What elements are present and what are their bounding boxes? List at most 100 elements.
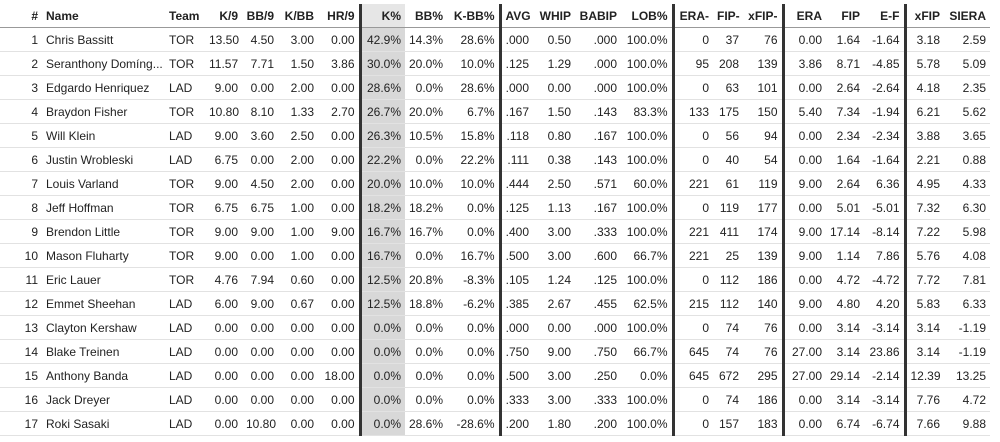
table-cell: 1.29 [533, 51, 575, 76]
table-cell: 0.0% [360, 411, 405, 436]
table-cell: .333 [575, 387, 621, 412]
column-header[interactable]: # [0, 4, 42, 28]
table-cell: 22.2% [447, 147, 502, 172]
table-cell: 10.5% [405, 123, 447, 148]
table-cell: 13.50 [205, 27, 242, 52]
column-header[interactable]: FIP [826, 4, 864, 28]
table-cell: 18.2% [405, 195, 447, 220]
column-header[interactable]: K/9 [205, 4, 242, 28]
table-cell: -1.19 [944, 315, 990, 340]
column-header[interactable]: WHIP [533, 4, 575, 28]
column-header[interactable]: xFIP- [743, 4, 785, 28]
table-cell: 5.01 [826, 195, 864, 220]
column-header[interactable]: xFIP [905, 4, 944, 28]
table-cell: 0.00 [318, 195, 362, 220]
table-cell: -8.3% [447, 267, 502, 292]
table-cell: 9.00 [242, 291, 278, 316]
column-header[interactable]: K% [360, 4, 405, 28]
table-cell: 76 [743, 27, 785, 52]
table-cell: 0.0% [447, 219, 502, 244]
table-cell: .125 [500, 195, 533, 220]
table-cell: 9.00 [205, 75, 242, 100]
table-cell: 4 [0, 99, 42, 124]
column-header[interactable]: ERA- [673, 4, 713, 28]
table-cell: 5.76 [905, 243, 944, 268]
table-row: 2 Seranthony Domíng... TOR 11.57 7.71 1.50 3.8… [0, 51, 990, 76]
table-cell: 28.6% [360, 75, 405, 100]
table-cell: .000 [500, 315, 533, 340]
table-cell: TOR [165, 243, 205, 268]
table-row: 14 Blake Treinen LAD 0.00 0.00 0.00 0.00 0.0% 0.… [0, 339, 990, 364]
table-cell: 3.18 [905, 27, 944, 52]
table-cell: 4.50 [242, 171, 278, 196]
table-cell: 27.00 [783, 363, 826, 388]
table-cell: 0.0% [405, 387, 447, 412]
column-header[interactable]: AVG [500, 4, 533, 28]
table-cell: 1.24 [533, 267, 575, 292]
table-cell: 12.39 [905, 363, 944, 388]
table-cell: 11.57 [205, 51, 242, 76]
table-cell: 4.95 [905, 171, 944, 196]
table-cell: Justin Wrobleski [42, 147, 165, 172]
table-cell: 4.50 [242, 27, 278, 52]
table-cell: 0.0% [360, 363, 405, 388]
table-cell: 5.98 [944, 219, 990, 244]
table-cell: 7.71 [242, 51, 278, 76]
column-header[interactable]: SIERA [944, 4, 990, 28]
table-cell: 5.40 [783, 99, 826, 124]
table-cell: 13.25 [944, 363, 990, 388]
table-cell: 12.5% [360, 267, 405, 292]
table-cell: .333 [500, 387, 533, 412]
table-cell: 17 [0, 411, 42, 436]
table-row: 13 Clayton Kershaw LAD 0.00 0.00 0.00 0.00 0.0%… [0, 315, 990, 340]
table-cell: 28.6% [447, 75, 502, 100]
table-cell: 2.21 [905, 147, 944, 172]
table-cell: -1.64 [864, 27, 907, 52]
table-cell: .167 [575, 195, 621, 220]
table-cell: 0.00 [278, 363, 318, 388]
table-cell: 100.0% [621, 219, 675, 244]
table-cell: .455 [575, 291, 621, 316]
column-header[interactable]: BB/9 [242, 4, 278, 28]
column-header[interactable]: HR/9 [318, 4, 362, 28]
table-cell: .143 [575, 99, 621, 124]
column-header[interactable]: FIP- [713, 4, 743, 28]
table-cell: 0.00 [783, 75, 826, 100]
table-cell: 14 [0, 339, 42, 364]
table-cell: 0 [673, 123, 713, 148]
table-cell: Brendon Little [42, 219, 165, 244]
table-cell: 645 [673, 363, 713, 388]
column-header[interactable]: K/BB [278, 4, 318, 28]
column-header[interactable]: BB% [405, 4, 447, 28]
table-cell: 28.6% [405, 411, 447, 436]
table-cell: 9.00 [205, 123, 242, 148]
table-cell: 10.0% [405, 171, 447, 196]
column-header[interactable]: Name [42, 4, 165, 28]
table-cell: 7.94 [242, 267, 278, 292]
table-cell: -28.6% [447, 411, 502, 436]
table-cell: 16.7% [360, 243, 405, 268]
table-cell: .500 [500, 243, 533, 268]
column-header[interactable]: ERA [783, 4, 826, 28]
column-header[interactable]: E-F [864, 4, 907, 28]
table-cell: LAD [165, 291, 205, 316]
column-header[interactable]: LOB% [621, 4, 675, 28]
table-cell: 0.50 [533, 27, 575, 52]
table-cell: 5.09 [944, 51, 990, 76]
table-cell: 208 [713, 51, 743, 76]
column-header[interactable]: BABIP [575, 4, 621, 28]
table-cell: Jack Dreyer [42, 387, 165, 412]
table-cell: 2.34 [826, 123, 864, 148]
table-cell: 0.0% [447, 339, 502, 364]
table-row: 6 Justin Wrobleski LAD 6.75 0.00 2.00 0.00 22.2… [0, 147, 990, 172]
table-cell: 0.00 [318, 267, 362, 292]
column-header[interactable]: Team [165, 4, 205, 28]
table-cell: LAD [165, 75, 205, 100]
table-cell: 0.00 [318, 315, 362, 340]
column-header[interactable]: K-BB% [447, 4, 502, 28]
table-cell: 150 [743, 99, 785, 124]
table-cell: 1.00 [278, 195, 318, 220]
table-cell: TOR [165, 171, 205, 196]
table-row: 1 Chris Bassitt TOR 13.50 4.50 3.00 0.00 42.9% 1… [0, 27, 990, 52]
table-cell: .000 [575, 51, 621, 76]
